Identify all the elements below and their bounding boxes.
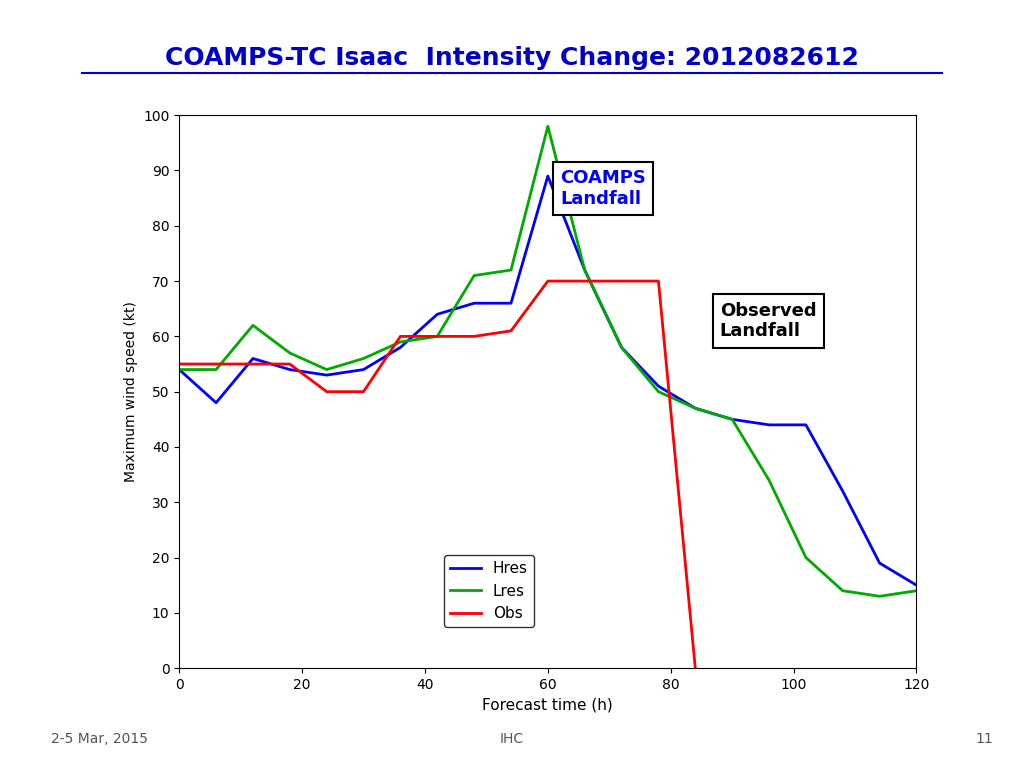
Text: 2-5 Mar, 2015: 2-5 Mar, 2015 (51, 732, 148, 746)
Lres (321, 365, 333, 374)
Lres (615, 343, 628, 352)
Text: Observed
Landfall: Observed Landfall (720, 302, 816, 340)
Hres (173, 365, 185, 374)
Hres (910, 581, 923, 590)
Hres (615, 343, 628, 352)
Lres (394, 337, 407, 346)
Lres (542, 121, 554, 131)
Lres (873, 591, 886, 601)
Lres (284, 349, 296, 358)
Lres (173, 365, 185, 374)
X-axis label: Forecast time (h): Forecast time (h) (482, 697, 613, 713)
Obs (505, 326, 517, 336)
Hres (357, 365, 370, 374)
Lres (247, 321, 259, 330)
Obs (394, 332, 407, 341)
Text: 11: 11 (976, 732, 993, 746)
Legend: Hres, Lres, Obs: Hres, Lres, Obs (443, 554, 534, 627)
Lres (468, 271, 480, 280)
Obs (542, 276, 554, 286)
Hres (763, 420, 775, 429)
Hres (505, 299, 517, 308)
Obs (210, 359, 222, 369)
Hres (468, 299, 480, 308)
Lres (763, 475, 775, 485)
Line: Hres: Hres (179, 176, 916, 585)
Hres (689, 404, 701, 413)
Hres (873, 558, 886, 568)
Obs (284, 359, 296, 369)
Text: IHC: IHC (500, 732, 524, 746)
Lres (800, 553, 812, 562)
Line: Lres: Lres (179, 126, 916, 596)
Obs (615, 276, 628, 286)
Text: COAMPS-TC Isaac  Intensity Change: 2012082612: COAMPS-TC Isaac Intensity Change: 201208… (165, 45, 859, 70)
Obs (468, 332, 480, 341)
Hres (837, 487, 849, 496)
Hres (394, 343, 407, 352)
Lres (837, 586, 849, 595)
Lres (726, 415, 738, 424)
Hres (652, 382, 665, 391)
Hres (321, 370, 333, 379)
Y-axis label: Maximum wind speed (kt): Maximum wind speed (kt) (124, 301, 137, 482)
Hres (579, 266, 591, 275)
Hres (247, 354, 259, 363)
Obs (247, 359, 259, 369)
Lres (505, 266, 517, 275)
Obs (431, 332, 443, 341)
Hres (800, 420, 812, 429)
Lres (652, 387, 665, 396)
Obs (689, 664, 701, 673)
Obs (652, 276, 665, 286)
Obs (173, 359, 185, 369)
Lres (431, 332, 443, 341)
Lres (910, 586, 923, 595)
Lres (689, 404, 701, 413)
Hres (542, 171, 554, 180)
Hres (726, 415, 738, 424)
Hres (210, 398, 222, 407)
Obs (357, 387, 370, 396)
Lres (357, 354, 370, 363)
Lres (579, 266, 591, 275)
Text: COAMPS
Landfall: COAMPS Landfall (560, 169, 646, 207)
Hres (284, 365, 296, 374)
Obs (321, 387, 333, 396)
Hres (431, 310, 443, 319)
Lres (210, 365, 222, 374)
Line: Obs: Obs (179, 281, 695, 668)
Obs (579, 276, 591, 286)
